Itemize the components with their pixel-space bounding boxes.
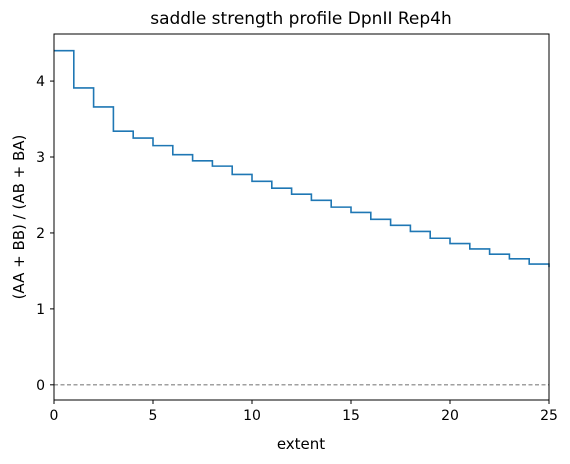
x-axis-label: extent	[277, 435, 325, 453]
x-tick-label: 10	[243, 408, 261, 424]
y-tick-label: 2	[36, 226, 45, 242]
plot-area: 0 5 10 15 20 25 0 1 2 3 4	[36, 33, 558, 424]
x-tick-label: 25	[540, 408, 558, 424]
y-tick-label: 4	[36, 74, 45, 90]
x-tick-label: 15	[342, 408, 360, 424]
y-tick-label: 1	[36, 302, 45, 318]
y-tick-label: 0	[36, 378, 45, 394]
chart-title: saddle strength profile DpnII Rep4h	[150, 9, 452, 29]
x-tick-label: 5	[149, 408, 158, 424]
y-axis-label: (AA + BB) / (AB + BA)	[10, 135, 28, 300]
series-line	[54, 49, 550, 268]
y-tick-label: 3	[36, 150, 45, 166]
axes-frame	[53, 33, 550, 401]
x-tick-label: 20	[441, 408, 459, 424]
x-tick-label: 0	[50, 408, 59, 424]
